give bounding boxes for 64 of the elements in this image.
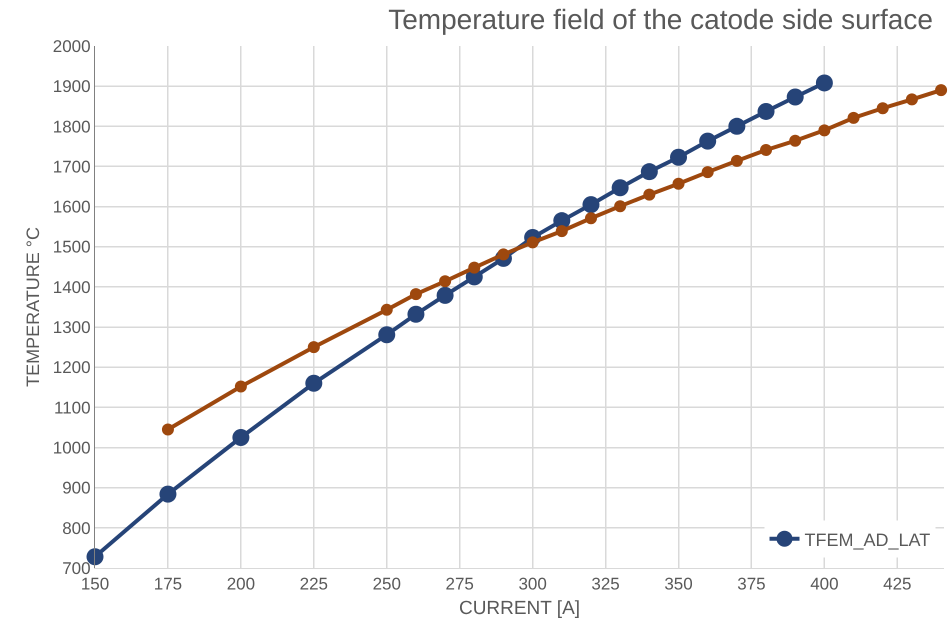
x-tick-label: 400 [810,574,839,594]
x-tick-label: 325 [591,574,620,594]
point [789,134,802,147]
point [816,74,833,92]
x-tick-label: 375 [737,574,766,594]
y-tick-label: 1200 [52,358,91,378]
x-tick-label: 175 [154,574,182,594]
point [818,124,830,136]
x-tick-label: 225 [300,574,328,594]
point [670,148,688,166]
y-tick-label: 1000 [52,438,91,458]
x-tick-label: 350 [664,574,693,594]
point [305,374,322,392]
point [380,304,393,316]
point [439,275,452,288]
point [786,88,804,106]
point [760,144,772,156]
point [159,486,176,503]
y-tick-label: 900 [62,478,91,498]
y-tick-label: 1600 [52,198,91,217]
y-tick-label: 1900 [52,77,91,96]
y-tick-label: 800 [62,518,91,538]
y-tick-label: 1500 [52,238,91,257]
y-tick-label: 1800 [52,117,91,136]
point [906,93,918,106]
point [728,118,746,135]
y-tick-label: 1100 [54,398,91,418]
point [640,163,658,180]
point [612,179,629,196]
y-axis-title: TEMPERATURE °C [22,227,43,387]
point [407,306,424,323]
point [232,429,250,446]
x-tick-label: 275 [446,574,474,594]
y-tick-label: 1300 [52,318,91,338]
point [699,132,716,150]
point [702,166,714,178]
x-tick-label: 425 [883,574,912,594]
point [730,154,743,167]
point [468,262,480,274]
y-tick-label: 2000 [52,36,91,56]
point [436,286,454,304]
x-tick-label: 200 [226,574,256,594]
point [162,423,174,436]
y-tick-label: 1400 [52,278,91,297]
point [234,380,247,392]
y-tick-label: 1700 [52,157,91,176]
chart-title: Temperature field of the catode side surface [388,4,933,36]
point [672,178,685,190]
point [848,112,860,124]
point [876,102,889,114]
point [935,84,948,96]
x-axis-title: CURRENT [A] [458,598,580,620]
point [410,288,422,300]
x-tick-label: 250 [372,574,401,594]
point [584,212,597,224]
point [378,326,396,344]
point [556,225,568,238]
point [758,102,775,120]
point [643,188,656,201]
legend-label: TFEM_AD_LAT [804,530,930,550]
point [308,341,320,354]
point [582,196,600,214]
point [614,200,626,212]
x-tick-label: 300 [518,574,547,594]
